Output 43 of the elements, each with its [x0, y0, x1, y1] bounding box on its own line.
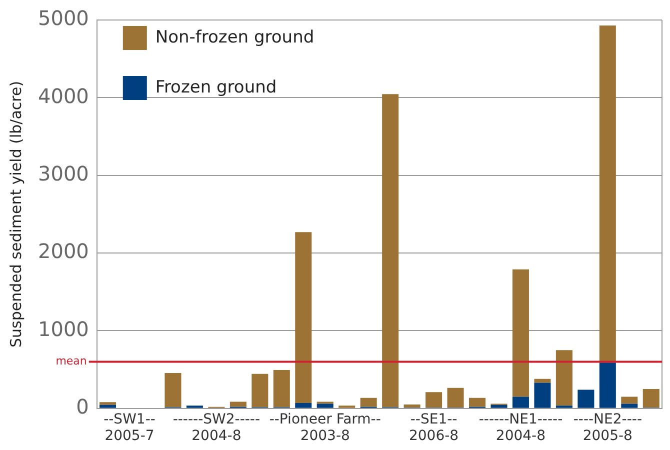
bar — [164, 373, 182, 408]
y-tick-label: 5000 — [38, 6, 89, 30]
bar — [556, 350, 572, 406]
bar — [490, 404, 508, 408]
bar — [382, 94, 399, 408]
bar — [316, 404, 334, 408]
bar — [426, 392, 442, 408]
bar — [360, 398, 377, 407]
bar — [512, 269, 529, 397]
bar — [599, 25, 616, 363]
x-tick-label: --SE1-- 2006-8 — [408, 411, 459, 444]
legend-label: Frozen ground — [155, 77, 277, 98]
x-tick-label: --SW1-- 2005-7 — [104, 411, 156, 444]
y-tick-label: 4000 — [38, 84, 89, 108]
x-tick-label: ----NE2---- 2005-8 — [573, 411, 642, 444]
bar — [621, 404, 638, 408]
ref-line-label: mean — [56, 354, 87, 368]
bar — [295, 232, 312, 403]
bar — [578, 390, 594, 408]
bar — [100, 404, 116, 408]
x-tick-label: --Pioneer Farm-- 2003-8 — [269, 411, 381, 444]
bar — [447, 388, 464, 408]
y-axis-title: Suspended sediment yield (lb/acre) — [6, 80, 25, 348]
y-tick-label: 1000 — [38, 316, 89, 341]
x-tick-label: ------SW2----- 2004-8 — [172, 411, 260, 444]
bar — [621, 396, 638, 404]
bar — [512, 396, 529, 408]
bar — [534, 382, 551, 408]
bar — [273, 370, 290, 408]
legend-label: Non-frozen ground — [155, 27, 314, 48]
bar — [230, 402, 246, 407]
bar — [599, 362, 616, 408]
bar — [642, 388, 660, 408]
y-tick-label: 2000 — [38, 239, 89, 264]
y-tick-label: 0 — [76, 394, 89, 419]
bar — [404, 404, 420, 408]
y-tick-label: 3000 — [38, 162, 89, 186]
bar — [100, 402, 116, 405]
bar — [252, 374, 268, 408]
bar — [295, 402, 312, 408]
bar — [534, 378, 551, 383]
bar — [468, 398, 486, 407]
x-tick-label: ------NE1----- 2004-8 — [478, 411, 563, 444]
